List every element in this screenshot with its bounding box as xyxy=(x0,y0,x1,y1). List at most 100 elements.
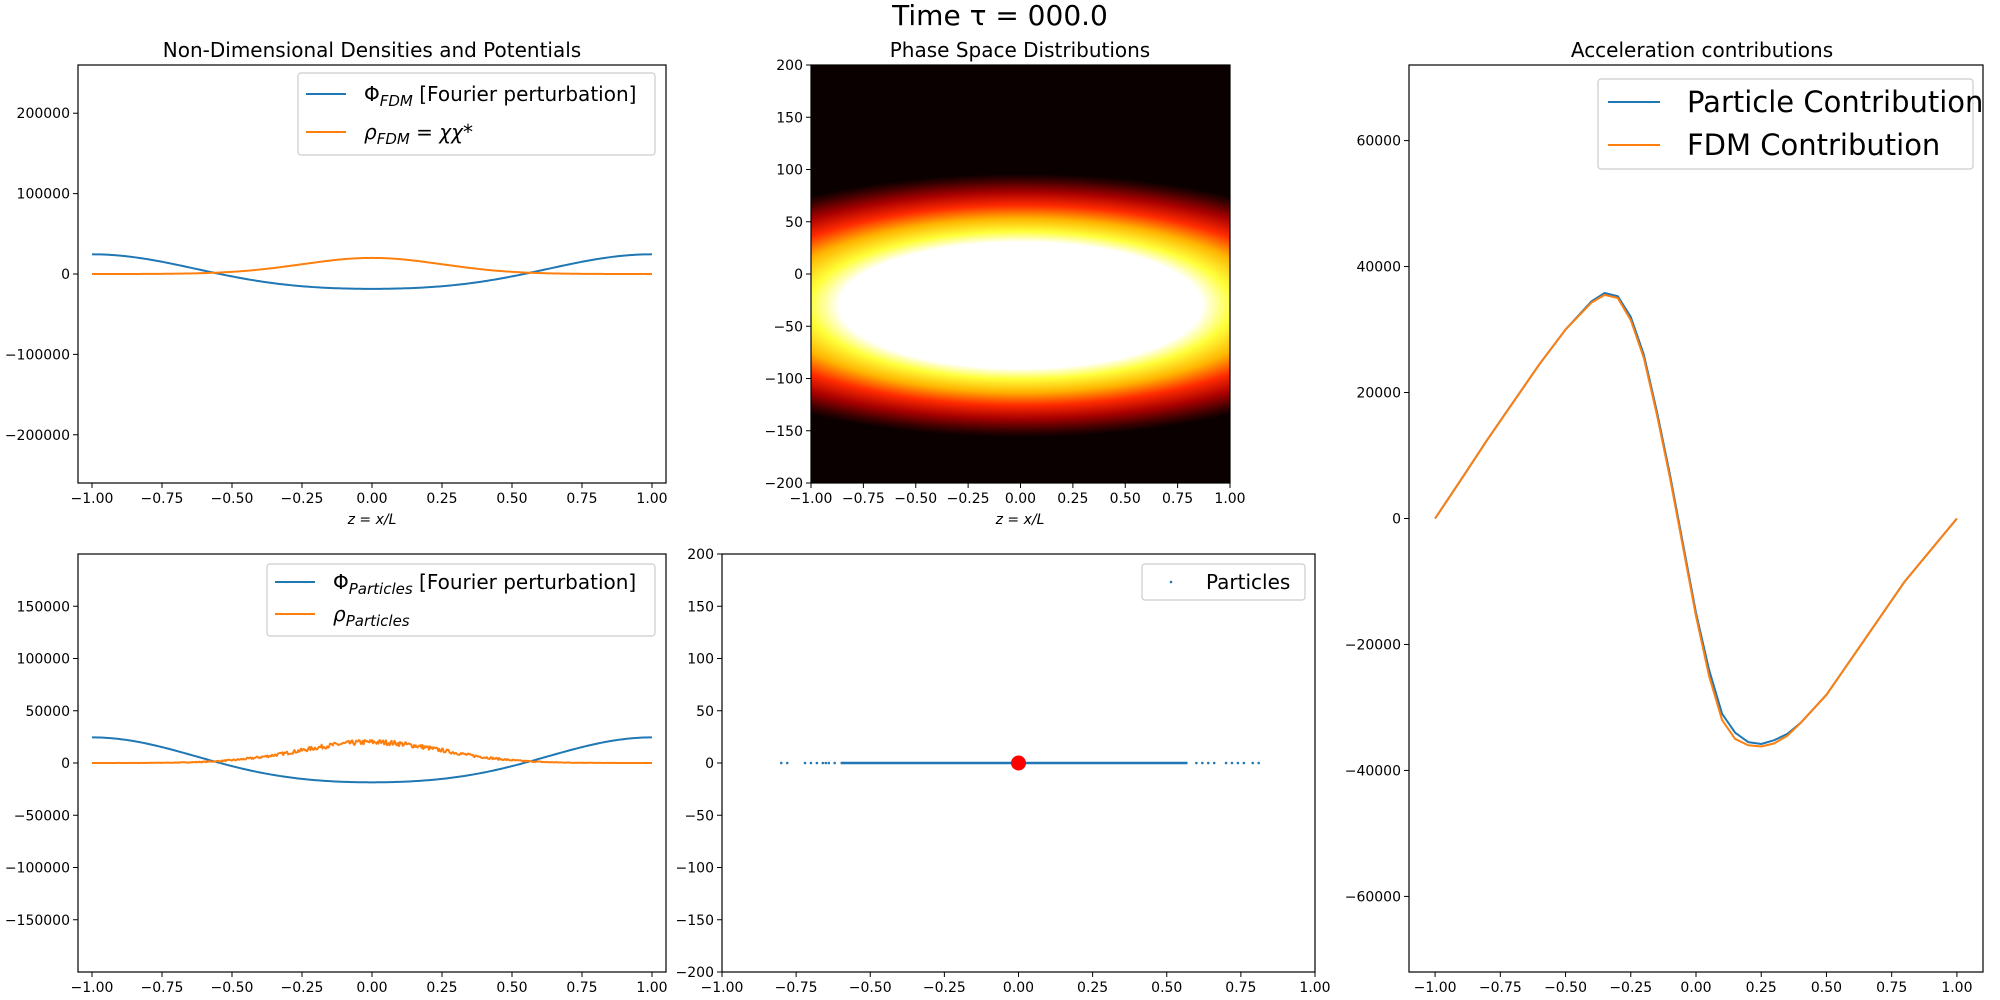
x-tick-label: −0.25 xyxy=(281,980,324,996)
legend-marker-particles xyxy=(1169,580,1173,584)
panel-densities-fdm: Non-Dimensional Densities and Potentials… xyxy=(5,38,668,528)
x-axis-label: z = x/L xyxy=(995,512,1045,528)
x-tick-label: 0.25 xyxy=(1077,980,1108,996)
x-tick-label: 0.25 xyxy=(1746,980,1777,996)
y-tick-label: 50 xyxy=(785,215,803,231)
x-tick-label: −0.25 xyxy=(923,980,966,996)
x-tick-label: −1.00 xyxy=(701,980,744,996)
x-tick-label: 0.75 xyxy=(1225,980,1256,996)
legend-box xyxy=(266,563,656,637)
x-tick-label: 0.25 xyxy=(1057,491,1088,507)
legend: Particle Contribution FDM Contribution xyxy=(1597,78,1983,170)
y-tick-label: 100 xyxy=(687,652,714,668)
particle-point xyxy=(1251,761,1255,765)
x-tick-label: −0.75 xyxy=(141,980,184,996)
x-tick-label: 0.25 xyxy=(426,491,457,507)
particle-point xyxy=(809,761,813,765)
particle-point xyxy=(1242,761,1246,765)
x-tick-label: 0.00 xyxy=(356,980,387,996)
legend-box xyxy=(297,72,656,156)
y-tick-label: 150 xyxy=(776,110,803,126)
heatmap-hot-region xyxy=(811,173,1230,437)
y-tick-label: 20000 xyxy=(1356,386,1401,402)
figure-suptitle: Time τ = 000.0 xyxy=(891,0,1108,32)
series-line-2 xyxy=(91,739,653,765)
y-tick-label: −100000 xyxy=(5,347,70,363)
plot-area xyxy=(780,755,1260,771)
particle-point xyxy=(821,761,825,765)
x-tick-label: −0.75 xyxy=(775,980,818,996)
legend-label-phi-fdm: ΦFDM [Fourier perturbation] xyxy=(364,82,636,110)
x-tick-label: 0.00 xyxy=(356,491,387,507)
x-tick-label: 0.50 xyxy=(1110,491,1141,507)
y-tick-label: −40000 xyxy=(1345,763,1401,779)
x-ticks: −1.00 −0.75 −0.50 −0.25 0.00 0.25 0.50 0.75 1.00 xyxy=(71,483,668,507)
y-tick-label: 0 xyxy=(1392,512,1401,528)
panel-phase-space: Phase Space Distributions −1.00 −0.75 −0.5… xyxy=(765,38,1246,528)
legend: ΦParticles [Fourier perturbation] ρParti… xyxy=(266,563,656,637)
particle-point xyxy=(1206,761,1210,765)
x-tick-label: 0.50 xyxy=(1811,980,1842,996)
y-tick-label: −200 xyxy=(676,965,714,981)
y-tick-label: 0 xyxy=(705,756,714,772)
y-tick-label: −150000 xyxy=(5,913,70,929)
y-tick-label: −50000 xyxy=(14,808,70,824)
y-tick-label: −100000 xyxy=(5,861,70,877)
x-tick-label: 0.00 xyxy=(1005,491,1036,507)
series-line-2 xyxy=(92,256,652,275)
panel-title: Acceleration contributions xyxy=(1571,38,1833,62)
y-tick-label: −200000 xyxy=(5,428,70,444)
y-tick-label: −100 xyxy=(676,861,714,877)
legend-label-particles: Particles xyxy=(1206,570,1290,594)
y-tick-label: 100 xyxy=(776,163,803,179)
legend: ΦFDM [Fourier perturbation] ρFDM = χχ* xyxy=(297,72,656,156)
legend-label-fdm: FDM Contribution xyxy=(1687,128,1940,162)
y-tick-label: 200000 xyxy=(17,106,70,122)
x-tick-label: −0.50 xyxy=(1544,980,1587,996)
x-ticks: −1.00 −0.75 −0.50 −0.25 0.00 0.25 0.50 0.75 1.00 xyxy=(1414,972,1972,996)
plot-area xyxy=(1434,292,1958,748)
panel-acceleration: Acceleration contributions −1.00 −0.75 −0.… xyxy=(1345,38,1984,996)
y-tick-label: 200 xyxy=(687,547,714,563)
y-tick-label: −50 xyxy=(684,808,714,824)
y-tick-label: 0 xyxy=(794,267,803,283)
y-tick-label: 40000 xyxy=(1356,260,1401,276)
x-tick-label: 0.50 xyxy=(496,980,527,996)
particle-point xyxy=(1257,761,1260,765)
series-line-1 xyxy=(1434,292,1958,745)
x-ticks: −1.00 −0.75 −0.50 −0.25 0.00 0.25 0.50 0.75 1.00 xyxy=(790,483,1246,507)
y-tick-label: 0 xyxy=(61,267,70,283)
x-tick-label: −0.25 xyxy=(281,491,324,507)
x-axis-label: z = x/L xyxy=(347,512,397,528)
x-tick-label: −0.25 xyxy=(947,491,990,507)
x-tick-label: −0.75 xyxy=(1479,980,1522,996)
x-tick-label: −0.50 xyxy=(211,980,254,996)
x-tick-label: 0.75 xyxy=(1876,980,1907,996)
particle-point xyxy=(1212,761,1216,765)
x-tick-label: 0.75 xyxy=(566,491,597,507)
y-tick-label: 50000 xyxy=(25,704,70,720)
y-tick-label: 100000 xyxy=(17,187,70,203)
particle-point xyxy=(785,761,789,765)
legend-label-rho-particles: ρParticles xyxy=(333,602,410,630)
plot-area xyxy=(91,736,653,784)
panel-title: Phase Space Distributions xyxy=(890,38,1150,62)
panel-densities-particles: −1.00 −0.75 −0.50 −0.25 0.00 0.25 0.50 0.75 1.00… xyxy=(5,553,668,996)
particle-point xyxy=(833,761,836,765)
plot-area xyxy=(91,253,653,290)
legend-label-particle: Particle Contribution xyxy=(1687,85,1983,119)
y-tick-label: −200 xyxy=(765,476,803,492)
y-tick-label: −20000 xyxy=(1345,637,1401,653)
particle-point xyxy=(1224,761,1228,765)
particle-point xyxy=(1236,761,1240,765)
y-tick-label: −150 xyxy=(765,424,803,440)
x-tick-label: −0.75 xyxy=(842,491,885,507)
y-tick-label: 60000 xyxy=(1356,134,1401,150)
y-tick-label: −150 xyxy=(676,913,714,929)
series-line-2 xyxy=(1434,293,1958,748)
legend-box xyxy=(1141,563,1306,601)
x-tick-label: 0.00 xyxy=(1680,980,1711,996)
x-tick-label: −1.00 xyxy=(1414,980,1457,996)
legend-label-rho-fdm: ρFDM = χχ* xyxy=(364,120,473,148)
x-tick-label: −0.50 xyxy=(211,491,254,507)
